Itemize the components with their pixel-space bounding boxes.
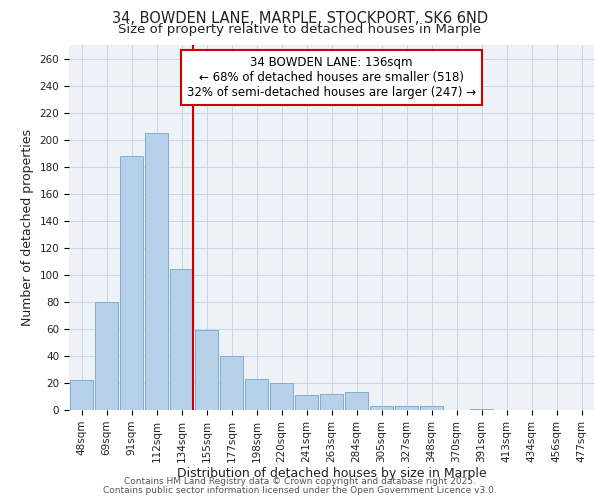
Bar [220,356,243,410]
Bar [320,394,343,410]
Bar [420,406,443,410]
X-axis label: Distribution of detached houses by size in Marple: Distribution of detached houses by size … [176,468,487,480]
Text: 34, BOWDEN LANE, MARPLE, STOCKPORT, SK6 6ND: 34, BOWDEN LANE, MARPLE, STOCKPORT, SK6 … [112,11,488,26]
Bar [120,156,143,410]
Bar [470,408,493,410]
Text: Contains HM Land Registry data © Crown copyright and database right 2025.: Contains HM Land Registry data © Crown c… [124,477,476,486]
Bar [195,330,218,410]
Bar [170,270,193,410]
Text: Contains public sector information licensed under the Open Government Licence v3: Contains public sector information licen… [103,486,497,495]
Bar [95,302,118,410]
Bar [295,395,318,410]
Bar [245,379,268,410]
Bar [345,392,368,410]
Text: Size of property relative to detached houses in Marple: Size of property relative to detached ho… [119,22,482,36]
Bar [370,406,393,410]
Bar [145,133,168,410]
Bar [270,383,293,410]
Y-axis label: Number of detached properties: Number of detached properties [21,129,34,326]
Bar [70,380,93,410]
Bar [395,406,418,410]
Text: 34 BOWDEN LANE: 136sqm
← 68% of detached houses are smaller (518)
32% of semi-de: 34 BOWDEN LANE: 136sqm ← 68% of detached… [187,56,476,99]
